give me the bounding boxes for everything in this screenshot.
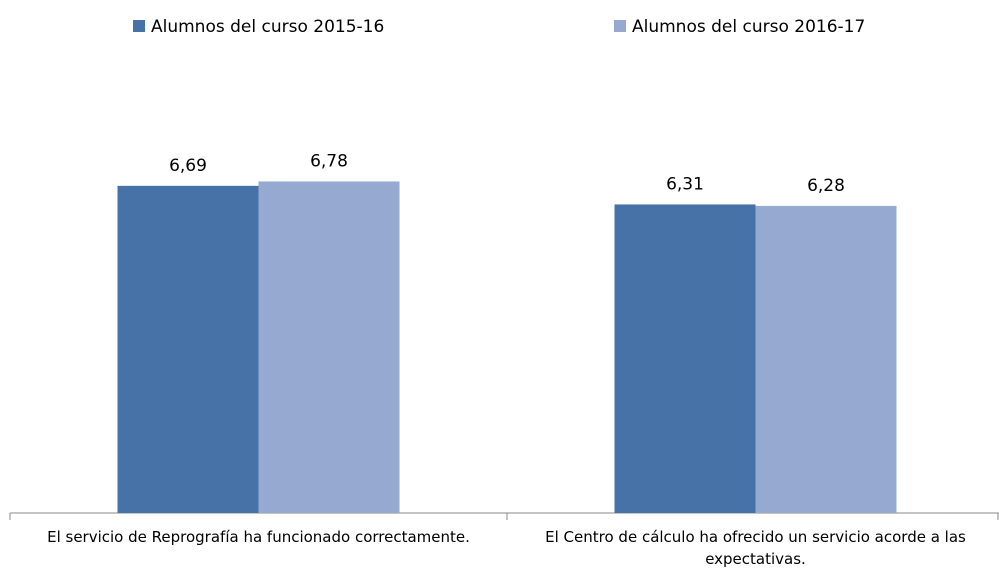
data-label: 6,69 bbox=[169, 156, 207, 176]
bar bbox=[117, 185, 259, 513]
legend-swatch bbox=[133, 20, 145, 32]
legend-label: Alumnos del curso 2016-17 bbox=[632, 17, 865, 37]
bar bbox=[258, 181, 400, 513]
bar bbox=[614, 204, 756, 514]
bar bbox=[755, 205, 897, 513]
x-tick-label: El Centro de cálculo ha ofrecido un serv… bbox=[545, 528, 966, 568]
legend-swatch bbox=[614, 20, 626, 32]
x-tick-label: El servicio de Reprografía ha funcionado… bbox=[47, 528, 470, 546]
data-label: 6,78 bbox=[310, 151, 348, 171]
data-label: 6,31 bbox=[666, 174, 704, 194]
data-label: 6,28 bbox=[807, 176, 845, 196]
legend-label: Alumnos del curso 2015-16 bbox=[151, 17, 384, 37]
